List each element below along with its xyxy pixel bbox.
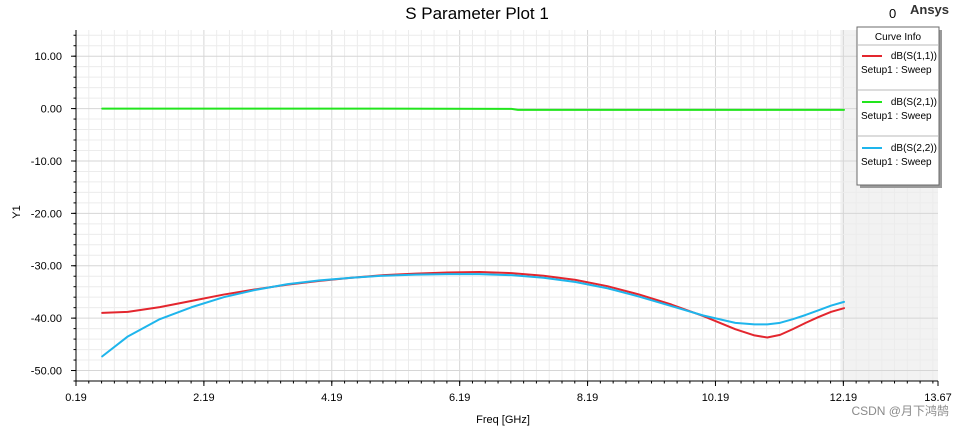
x-tick-label-0: 0.19 <box>65 392 86 404</box>
y-tick-label-5: -40.00 <box>31 313 62 325</box>
legend-name-2: dB(S(2,1)) <box>891 97 937 108</box>
legend-title: Curve Info <box>875 32 922 43</box>
series-line-1 <box>101 271 845 339</box>
y-tick-label-3: -20.00 <box>31 208 62 220</box>
y-tick-label-4: -30.00 <box>31 261 62 273</box>
axes: 0.19 2.19 4.19 6.19 8.19 10.19 12.19 13.67 10.00… <box>31 30 952 404</box>
y-axis-label: Y1 <box>11 205 23 218</box>
x-tick-label-5: 10.19 <box>702 392 730 404</box>
ansys-logo: Ansys <box>910 2 949 17</box>
x-tick-label-7: 13.67 <box>924 392 952 404</box>
legend[interactable]: Curve Info dB(S(1,1)) Setup1 : Sweep dB(S(… <box>856 26 942 188</box>
legend-name-1: dB(S(1,1)) <box>891 51 937 62</box>
x-tick-label-1: 2.19 <box>193 392 214 404</box>
y-tick-label-1: 0.00 <box>41 104 62 116</box>
x-tick-label-6: 12.19 <box>830 392 858 404</box>
legend-setup-1: Setup1 : Sweep <box>861 65 932 76</box>
x-tick-label-4: 8.19 <box>577 392 598 404</box>
y-tick-label-0: 10.00 <box>34 51 62 63</box>
chart-title: S Parameter Plot 1 <box>405 4 549 23</box>
series-line-2 <box>101 107 845 111</box>
series-layer <box>101 107 845 358</box>
y-tick-label-6: -50.00 <box>31 366 62 378</box>
corner-value: 0 <box>889 6 896 21</box>
legend-setup-3: Setup1 : Sweep <box>861 157 932 168</box>
x-tick-label-3: 6.19 <box>449 392 470 404</box>
y-tick-label-2: -10.00 <box>31 156 62 168</box>
series-line-3 <box>101 273 845 358</box>
x-axis-label: Freq [GHz] <box>476 414 530 426</box>
legend-name-3: dB(S(2,2)) <box>891 143 937 154</box>
legend-box <box>856 26 940 186</box>
watermark: CSDN @月下鸿鹄 <box>851 404 949 418</box>
legend-setup-2: Setup1 : Sweep <box>861 111 932 122</box>
x-tick-label-2: 4.19 <box>321 392 342 404</box>
